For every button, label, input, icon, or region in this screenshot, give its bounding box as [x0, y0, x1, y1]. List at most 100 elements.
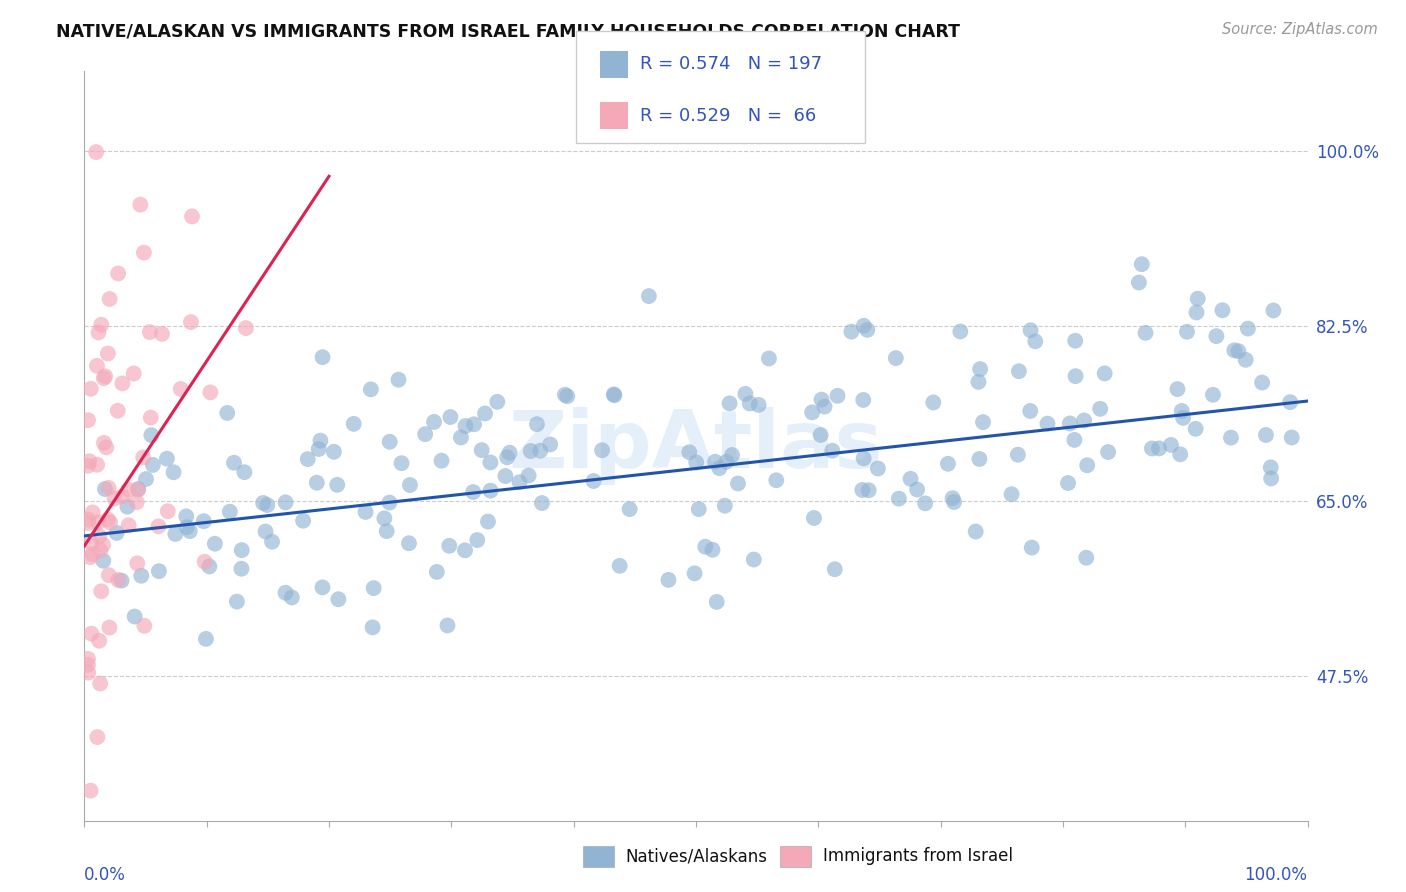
Text: 100.0%: 100.0% — [1244, 865, 1308, 884]
Point — [132, 245, 155, 260]
Point — [1220, 431, 1243, 445]
Point — [508, 475, 530, 490]
Point — [326, 478, 349, 492]
Point — [308, 442, 330, 456]
Point — [311, 580, 333, 594]
Point — [858, 483, 880, 498]
Point — [454, 543, 477, 558]
Point — [309, 434, 332, 448]
Text: NATIVE/ALASKAN VS IMMIGRANTS FROM ISRAEL FAMILY HOUSEHOLDS CORRELATION CHART: NATIVE/ALASKAN VS IMMIGRANTS FROM ISRAEL… — [56, 22, 960, 40]
Point — [582, 474, 605, 488]
Point — [704, 455, 727, 469]
Point — [852, 392, 875, 407]
Point — [810, 392, 832, 407]
Point — [454, 419, 477, 434]
Point — [361, 620, 384, 634]
Point — [856, 323, 879, 337]
Point — [1097, 445, 1119, 459]
Point — [139, 410, 162, 425]
Point — [79, 550, 101, 565]
Point — [914, 496, 936, 510]
Point — [378, 434, 401, 449]
Point — [343, 417, 366, 431]
Point — [706, 595, 728, 609]
Point — [526, 417, 548, 432]
Point — [1076, 550, 1098, 565]
Point — [1166, 382, 1188, 396]
Point — [86, 359, 108, 373]
Text: R = 0.574   N = 197: R = 0.574 N = 197 — [640, 55, 823, 73]
Point — [135, 472, 157, 486]
Point — [949, 325, 972, 339]
Point — [813, 400, 835, 414]
Point — [104, 491, 127, 506]
Point — [79, 783, 101, 797]
Point — [801, 405, 824, 419]
Point — [1063, 433, 1085, 447]
Point — [714, 499, 737, 513]
Point — [1036, 417, 1059, 431]
Point — [93, 371, 115, 385]
Point — [529, 443, 551, 458]
Point — [479, 455, 502, 469]
Point — [170, 382, 193, 396]
Point — [727, 476, 749, 491]
Point — [363, 581, 385, 595]
Point — [718, 396, 741, 410]
Point — [129, 568, 152, 582]
Point — [695, 540, 717, 554]
Point — [498, 446, 520, 460]
Point — [1076, 458, 1098, 473]
Point — [967, 375, 990, 389]
Point — [591, 443, 613, 458]
Point — [77, 516, 100, 530]
Point — [688, 502, 710, 516]
Point — [77, 657, 100, 672]
Point — [530, 496, 553, 510]
Point — [77, 413, 100, 427]
Point — [1251, 376, 1274, 390]
Point — [426, 565, 449, 579]
Point — [1202, 388, 1225, 402]
Point — [274, 586, 297, 600]
Point — [465, 533, 488, 547]
Point — [1019, 323, 1042, 337]
Point — [86, 458, 108, 472]
Point — [117, 518, 139, 533]
Point — [375, 524, 398, 538]
Point — [89, 633, 111, 648]
Point — [378, 495, 401, 509]
Point — [194, 632, 217, 646]
Point — [803, 511, 825, 525]
Point — [193, 514, 215, 528]
Point — [1019, 404, 1042, 418]
Point — [827, 389, 849, 403]
Point — [398, 536, 420, 550]
Text: Natives/Alaskans: Natives/Alaskans — [626, 847, 768, 865]
Point — [373, 511, 395, 525]
Point — [90, 318, 112, 332]
Point — [1185, 305, 1208, 319]
Point — [141, 428, 163, 442]
Point — [127, 482, 149, 496]
Point — [87, 516, 110, 530]
Point — [1234, 352, 1257, 367]
Point — [127, 483, 149, 497]
Point — [77, 458, 100, 473]
Point — [1064, 369, 1087, 384]
Point — [702, 542, 724, 557]
Point — [124, 609, 146, 624]
Point — [260, 534, 283, 549]
Point — [474, 407, 496, 421]
Point — [1205, 329, 1227, 343]
Point — [555, 389, 578, 403]
Point — [94, 369, 117, 384]
Point — [235, 321, 257, 335]
Point — [1281, 430, 1303, 444]
Point — [117, 500, 139, 514]
Point — [156, 451, 179, 466]
Point — [866, 461, 889, 475]
Point — [517, 468, 540, 483]
Point — [231, 543, 253, 558]
Point — [139, 325, 162, 339]
